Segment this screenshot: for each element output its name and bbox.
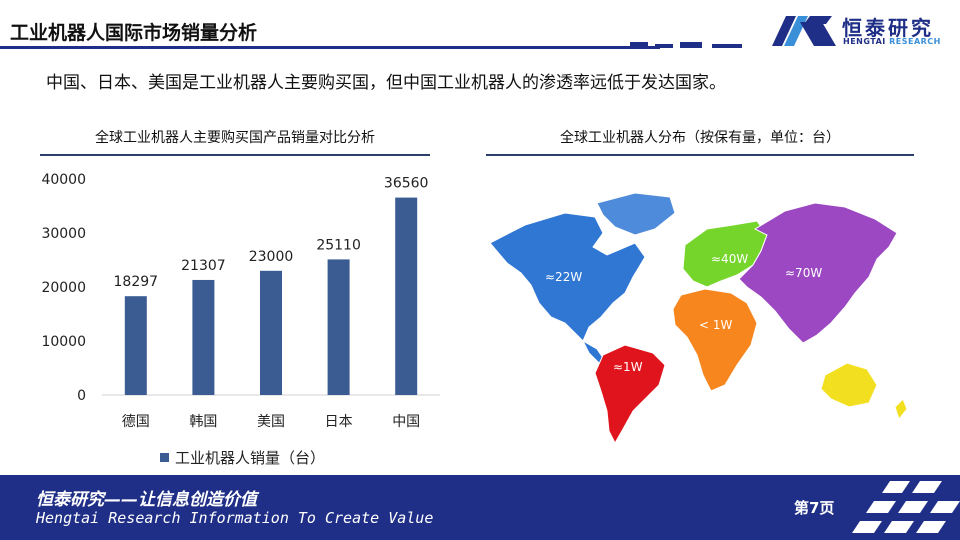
- footer-checker-deco: [852, 481, 960, 533]
- chart-section-rule: [40, 154, 430, 156]
- map-section-rule: [486, 154, 914, 156]
- bar-value-label: 18297: [114, 274, 159, 290]
- bar-value-label: 21307: [181, 258, 226, 274]
- logo-sub-a: HENGTAI: [843, 37, 886, 46]
- bar-value-label: 23000: [249, 249, 294, 265]
- y-tick-label: 30000: [41, 226, 86, 242]
- slide-subtitle: 中国、日本、美国是工业机器人主要购买国，但中国工业机器人的渗透率远低于发达国家。: [46, 73, 726, 93]
- y-tick-label: 0: [77, 388, 86, 404]
- company-logo: 恒泰研究 HENGTAI RESEARCH: [770, 10, 950, 50]
- logo-sub-b: RESEARCH: [889, 37, 941, 46]
- map-section-title: 全球工业机器人分布（按保有量，单位：台）: [560, 130, 840, 146]
- legend-swatch: [160, 453, 169, 462]
- footer-bar: 恒泰研究——让信息创造价值 Hengtai Research Informati…: [0, 475, 960, 540]
- x-category-label: 德国: [122, 414, 150, 430]
- world-map: ≈22W ≈1W ≈40W < 1W ≈70W: [489, 192, 908, 445]
- bar-3: [327, 259, 350, 395]
- logo-name: 恒泰研究: [842, 16, 934, 40]
- oceania-shape: [820, 362, 878, 408]
- map-label-europe: ≈40W: [711, 252, 748, 266]
- chart-section-title: 全球工业机器人主要购买国产品销量对比分析: [95, 130, 375, 146]
- logo-mark-icon: [772, 16, 836, 46]
- footer-slogan-cn: 恒泰研究——让信息创造价值: [36, 490, 257, 510]
- header-deco-3: [680, 42, 702, 48]
- y-tick-label: 10000: [41, 334, 86, 350]
- x-category-label: 中国: [392, 414, 420, 430]
- map-label-africa: < 1W: [699, 318, 733, 332]
- bar-2: [260, 270, 282, 395]
- header-deco-2: [655, 44, 673, 48]
- header-deco-1: [630, 42, 648, 48]
- map-label-north-america: ≈22W: [545, 270, 582, 284]
- bar-value-label: 36560: [384, 176, 429, 192]
- south-america-shape: [594, 344, 666, 445]
- bar-4: [395, 197, 418, 395]
- x-category-label: 日本: [325, 414, 353, 430]
- new-zealand-shape: [894, 398, 908, 421]
- asia-shape: [738, 202, 898, 344]
- header-deco-4: [712, 44, 742, 48]
- x-category-label: 韩国: [189, 414, 217, 430]
- bar-chart: 0 10000 20000 30000 40000 18297 德国 21307 韩国 23000…: [41, 172, 440, 430]
- map-label-asia: ≈70W: [785, 266, 822, 280]
- y-tick-label: 20000: [41, 280, 86, 296]
- bar-value-label: 25110: [316, 237, 361, 253]
- footer-slogan-en: Hengtai Research Information To Create V…: [36, 509, 434, 527]
- bar-0: [124, 296, 147, 395]
- x-category-label: 美国: [257, 414, 285, 430]
- map-label-south-america: ≈1W: [613, 360, 643, 374]
- y-tick-label: 40000: [41, 172, 86, 188]
- bar-1: [192, 279, 215, 395]
- page-number: 第7页: [794, 499, 835, 517]
- chart-legend: 工业机器人销量（台）: [160, 447, 325, 468]
- africa-shape: [672, 288, 758, 392]
- greenland-shape: [596, 192, 676, 236]
- header-rule: [0, 46, 660, 49]
- page-title: 工业机器人国际市场销量分析: [10, 22, 258, 44]
- legend-label: 工业机器人销量（台）: [175, 449, 326, 467]
- north-america-shape: [489, 212, 646, 342]
- logo-subtitle: HENGTAI RESEARCH: [843, 37, 941, 46]
